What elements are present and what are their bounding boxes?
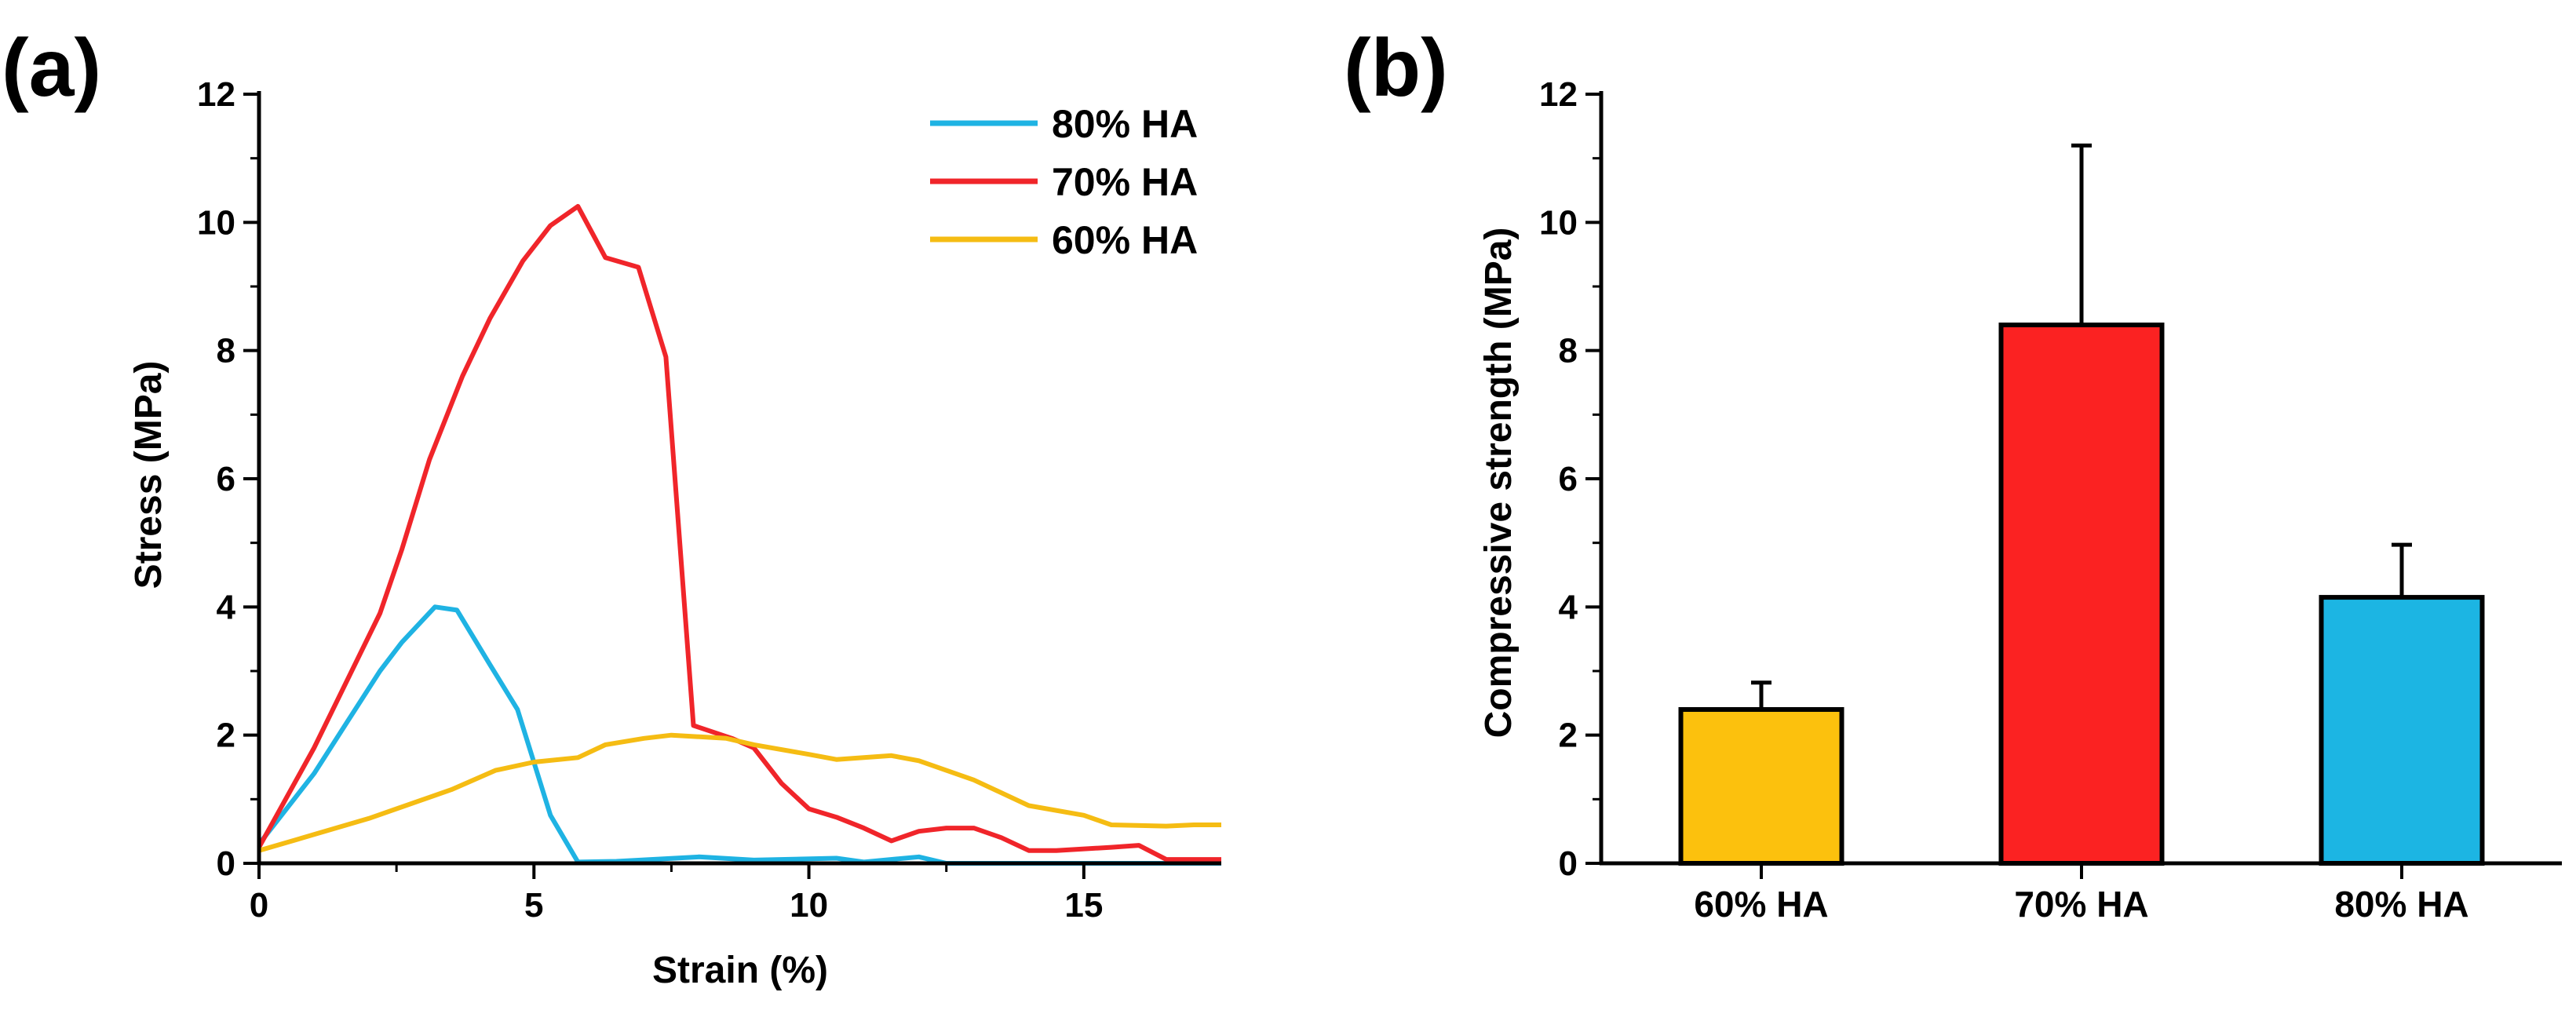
bar-80-ha (2319, 595, 2485, 866)
category-label-80-ha: 80% HA (2334, 884, 2468, 925)
y-tick-label: 4 (1559, 588, 1578, 626)
series-line-70-ha (257, 203, 1221, 863)
panel-label-a: (a) (2, 23, 101, 114)
y-tick-label: 8 (1559, 332, 1578, 370)
line-chart-panel: (a) 0 2 4 6 8 10 12 0 5 10 15 80% HA 70% HA 60% HA S… (2, 23, 1221, 991)
y-axis-title: Stress (MPa) (128, 361, 170, 589)
y-tick-label: 12 (1539, 75, 1578, 114)
legend-label-60-ha: 60% HA (1052, 218, 1198, 262)
y-tick-label: 10 (1539, 203, 1578, 242)
series-line-80-ha (257, 604, 1221, 866)
legend-label-70-ha: 70% HA (1052, 160, 1198, 204)
panel-label-b: (b) (1344, 23, 1448, 114)
legend-label-80-ha: 80% HA (1052, 102, 1198, 146)
bar-60-ha (1678, 707, 1844, 866)
bar-70-ha (1998, 323, 2165, 866)
axes: 0 2 4 6 8 10 12 60% HA 70% HA 80% HA (1539, 75, 2562, 925)
y-tick-label: 4 (217, 588, 236, 626)
y-tick-label: 0 (1559, 844, 1578, 883)
y-tick-label: 2 (1559, 717, 1578, 755)
bar-chart-panel: (b) 0 2 4 6 8 10 12 60% HA 70% HA 80% HA Compress… (1344, 23, 2562, 925)
axes: 0 2 4 6 8 10 12 0 5 10 15 (197, 75, 1221, 925)
y-tick-label: 12 (197, 75, 235, 114)
y-tick-label: 6 (217, 460, 235, 498)
series-line-60-ha (258, 732, 1221, 853)
category-label-70-ha: 70% HA (2014, 884, 2148, 925)
y-tick-label: 0 (217, 844, 235, 883)
y-axis-title: Compressive strength (MPa) (1478, 228, 1520, 739)
series-lines (257, 203, 1221, 866)
x-axis-title: Strain (%) (652, 950, 828, 991)
y-tick-label: 10 (197, 203, 235, 242)
x-tick-label: 10 (790, 886, 828, 925)
y-tick-label: 2 (217, 717, 235, 755)
x-tick-label: 0 (250, 886, 268, 925)
bars (1678, 143, 2485, 866)
category-label-60-ha: 60% HA (1694, 884, 1828, 925)
x-tick-label: 15 (1064, 886, 1103, 925)
y-tick-label: 6 (1559, 460, 1578, 498)
y-tick-label: 8 (217, 332, 235, 370)
legend: 80% HA 70% HA 60% HA (930, 102, 1198, 262)
x-tick-label: 5 (524, 886, 543, 925)
